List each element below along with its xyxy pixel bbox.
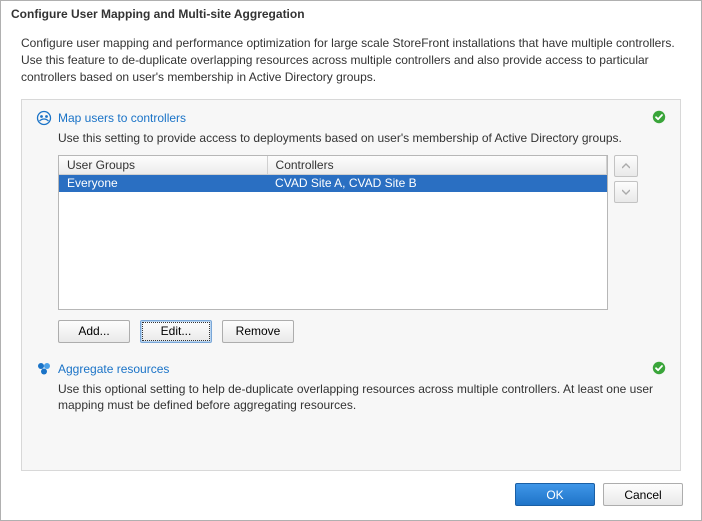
- cancel-button[interactable]: Cancel: [603, 483, 683, 506]
- map-users-desc: Use this setting to provide access to de…: [58, 130, 666, 146]
- users-globe-icon: [36, 110, 52, 126]
- mapping-table-area: User Groups Controllers Everyone CVAD Si…: [58, 155, 666, 310]
- add-button[interactable]: Add...: [58, 320, 130, 343]
- table-row[interactable]: Everyone CVAD Site A, CVAD Site B: [59, 174, 607, 192]
- ok-button[interactable]: OK: [515, 483, 595, 506]
- move-up-button[interactable]: [614, 155, 638, 177]
- dialog-footer: OK Cancel: [1, 471, 701, 520]
- section-head: Aggregate resources: [36, 361, 666, 377]
- aggregate-icon: [36, 361, 52, 377]
- dialog-title: Configure User Mapping and Multi-site Ag…: [1, 1, 701, 25]
- section-map-users: Map users to controllers Use this settin…: [36, 110, 666, 342]
- intro-text: Configure user mapping and performance o…: [21, 35, 681, 85]
- chevron-up-icon: [622, 163, 630, 169]
- mapping-table[interactable]: User Groups Controllers Everyone CVAD Si…: [59, 156, 607, 193]
- col-user-groups[interactable]: User Groups: [59, 156, 267, 175]
- mapping-table-wrap: User Groups Controllers Everyone CVAD Si…: [58, 155, 608, 310]
- mapping-button-row: Add... Edit... Remove: [58, 320, 666, 343]
- section-aggregate: Aggregate resources Use this optional se…: [36, 361, 666, 413]
- dialog-content: Configure user mapping and performance o…: [1, 25, 701, 471]
- cell-user-group: Everyone: [59, 174, 267, 192]
- remove-button[interactable]: Remove: [222, 320, 294, 343]
- chevron-down-icon: [622, 189, 630, 195]
- status-ok-icon: [652, 361, 666, 375]
- move-down-button[interactable]: [614, 181, 638, 203]
- settings-panel: Map users to controllers Use this settin…: [21, 99, 681, 471]
- dialog-window: Configure User Mapping and Multi-site Ag…: [0, 0, 702, 521]
- edit-button[interactable]: Edit...: [140, 320, 212, 343]
- aggregate-link[interactable]: Aggregate resources: [58, 362, 169, 376]
- status-ok-icon: [652, 110, 666, 124]
- map-users-link[interactable]: Map users to controllers: [58, 111, 186, 125]
- reorder-buttons: [614, 155, 638, 203]
- col-controllers[interactable]: Controllers: [267, 156, 606, 175]
- aggregate-desc: Use this optional setting to help de-dup…: [58, 381, 666, 413]
- section-head: Map users to controllers: [36, 110, 666, 126]
- cell-controllers: CVAD Site A, CVAD Site B: [267, 174, 606, 192]
- table-header-row: User Groups Controllers: [59, 156, 607, 175]
